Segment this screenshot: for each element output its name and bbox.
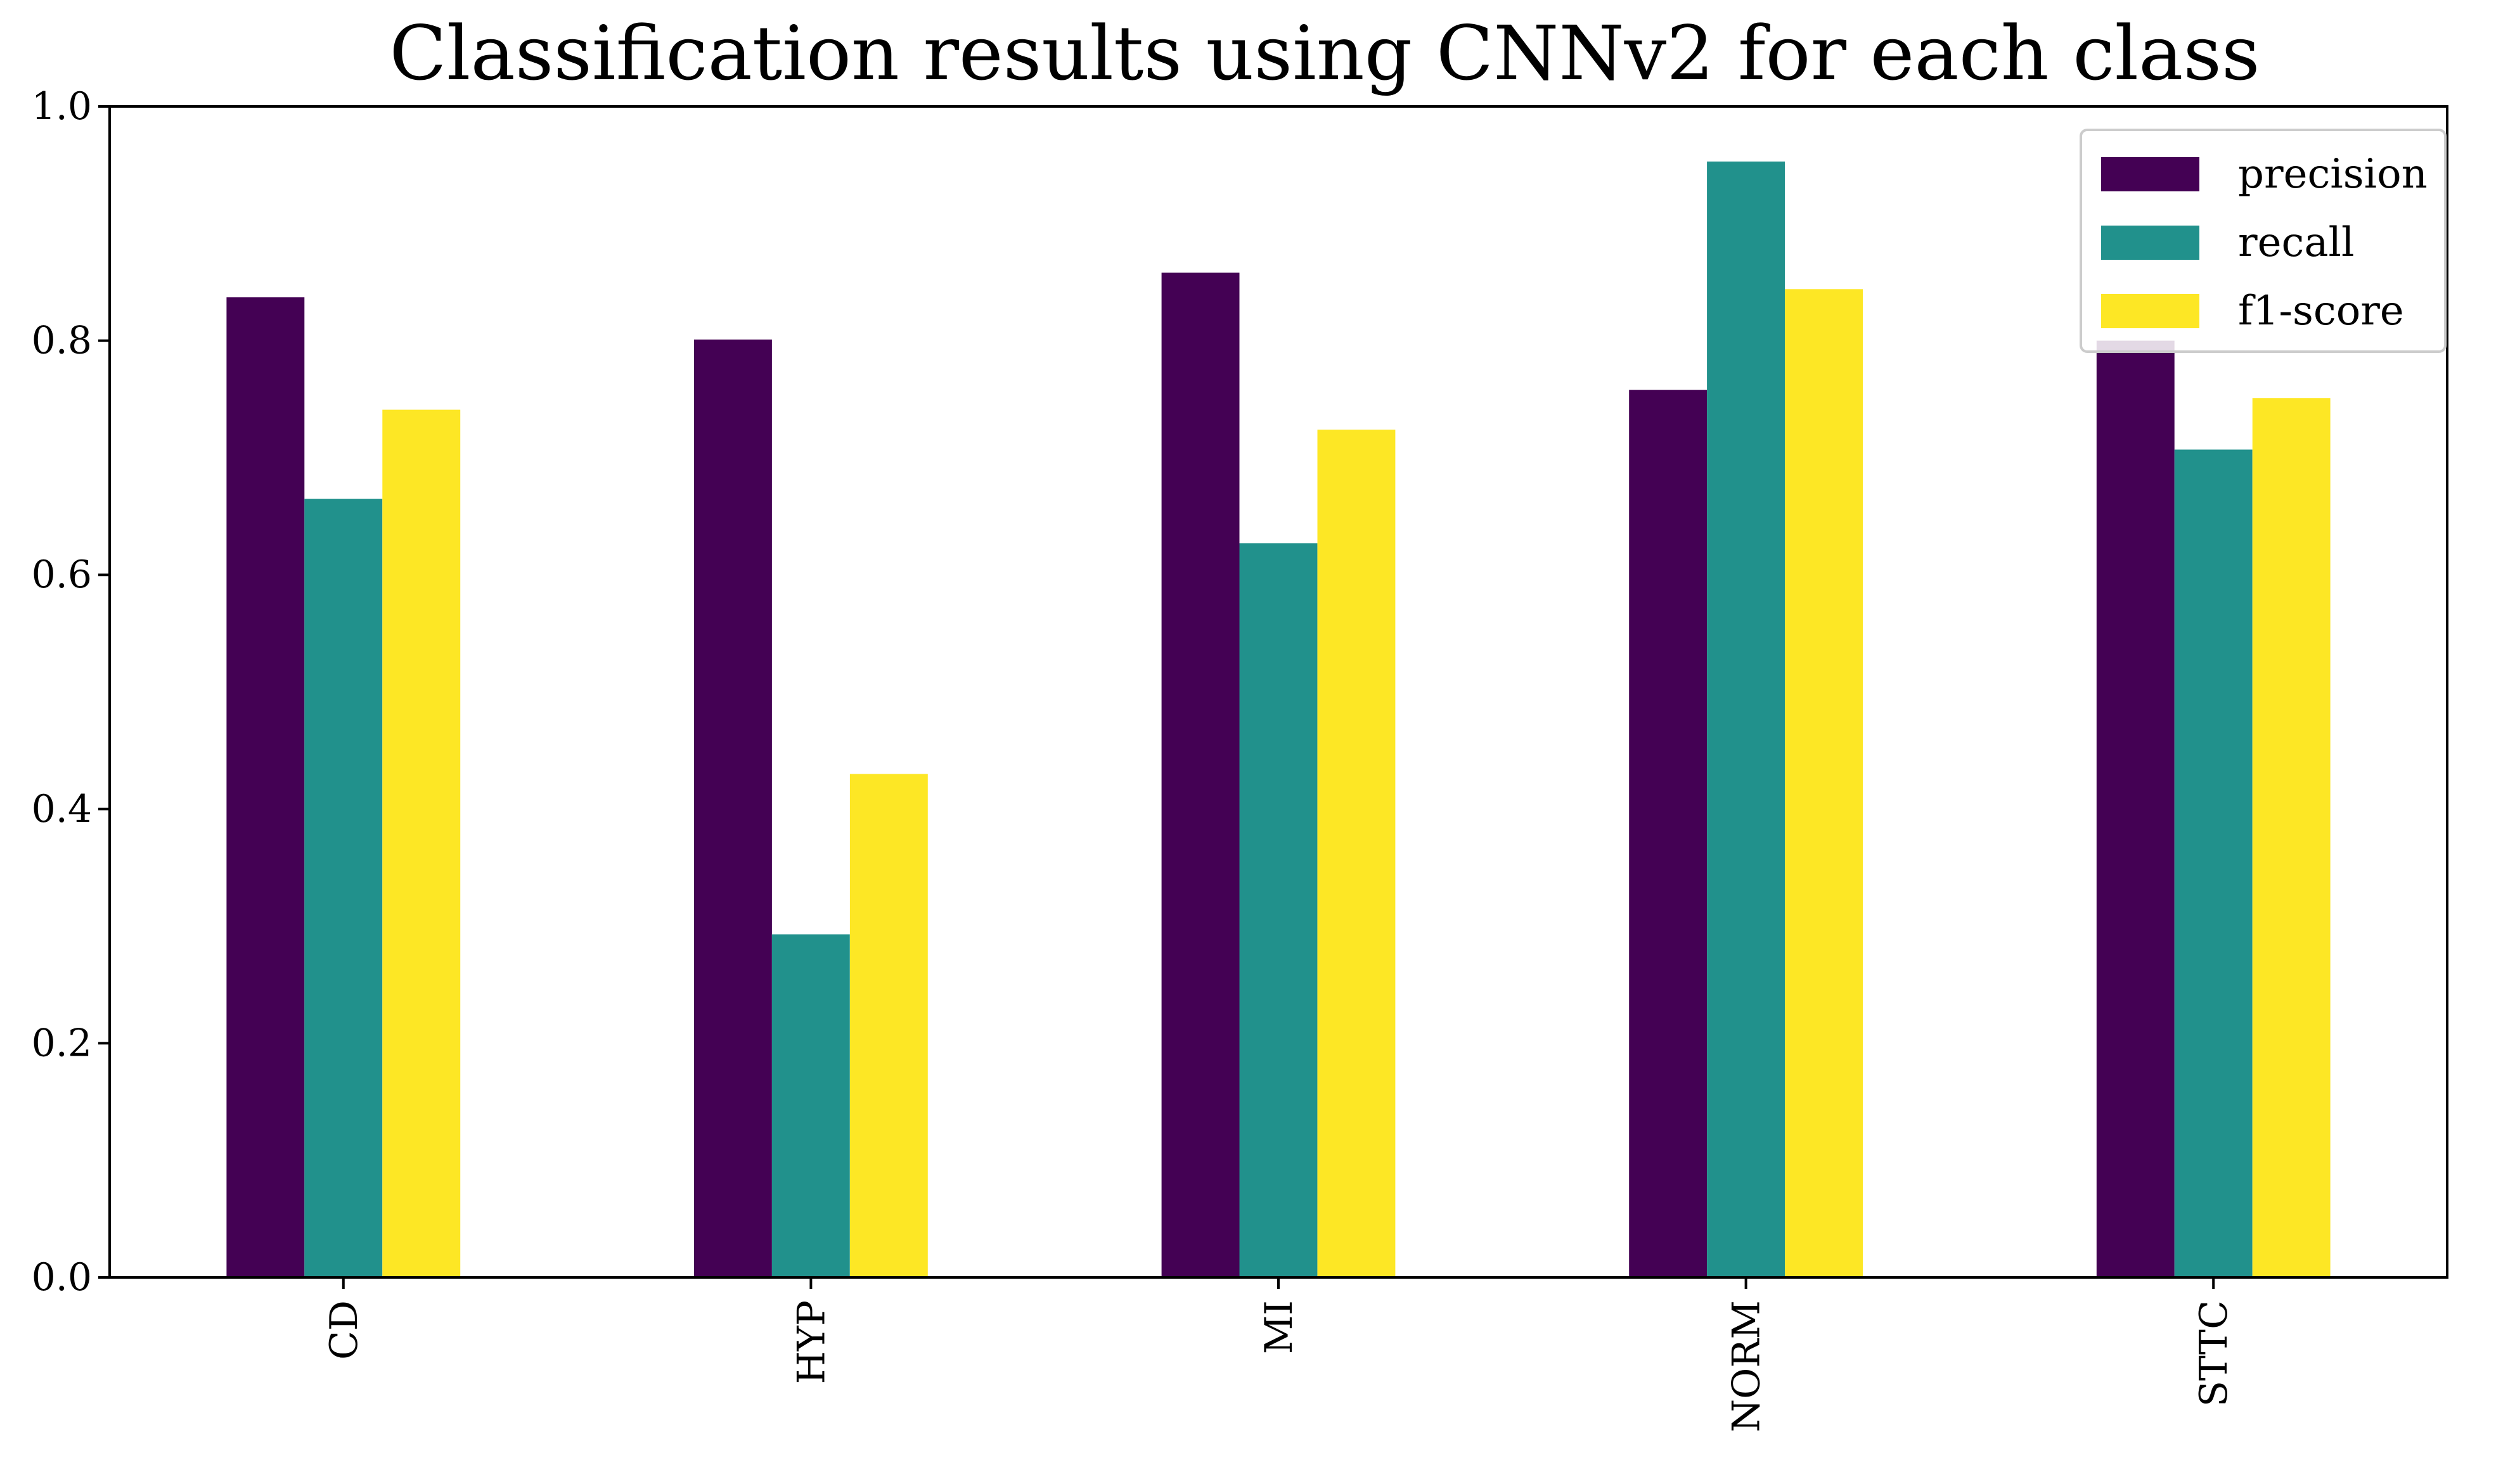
legend-label-precision: precision: [2238, 151, 2428, 198]
bar-norm-recall: [1707, 161, 1785, 1277]
bar-cd-f1-score: [382, 409, 461, 1277]
legend-label-f1-score: f1-score: [2238, 288, 2404, 335]
bar-norm-f1-score: [1785, 289, 1863, 1277]
chart-title: Classification results using CNNv2 for e…: [389, 10, 2260, 97]
legend-swatch-recall: [2101, 226, 2199, 260]
bars-layer: [226, 161, 2331, 1278]
x-tick-label-mi: MI: [1257, 1300, 1301, 1354]
bar-cd-precision: [226, 297, 305, 1278]
bar-mi-f1-score: [1317, 430, 1396, 1277]
y-tick-label: 0.6: [32, 553, 92, 597]
bar-hyp-precision: [694, 339, 772, 1277]
legend: precision recall f1-score: [2080, 129, 2447, 353]
legend-swatch-f1-score: [2101, 294, 2199, 328]
y-tick-label: 0.0: [32, 1255, 92, 1300]
axes-layer: 0.0 0.2 0.4 0.6 0.8 1.0 CD HYP MI NORM STTC: [32, 84, 2448, 1432]
y-tick-label: 1.0: [32, 84, 92, 129]
bar-sttc-f1-score: [2252, 398, 2331, 1278]
bar-cd-recall: [304, 499, 383, 1277]
legend-label-recall: recall: [2238, 219, 2354, 266]
x-tick-label-cd: CD: [322, 1300, 366, 1360]
x-tick-label-norm: NORM: [1725, 1300, 1769, 1432]
bar-mi-precision: [1161, 272, 1240, 1277]
y-tick-label: 0.4: [32, 787, 92, 831]
bar-hyp-f1-score: [849, 774, 928, 1277]
x-tick-label-sttc: STTC: [2192, 1300, 2236, 1407]
legend-swatch-precision: [2101, 157, 2199, 191]
bar-hyp-recall: [771, 934, 850, 1277]
y-tick-label: 0.2: [32, 1021, 92, 1065]
y-tick-label: 0.8: [32, 319, 92, 363]
bar-sttc-precision: [2096, 340, 2175, 1277]
bar-mi-recall: [1239, 543, 1318, 1277]
x-tick-label-hyp: HYP: [789, 1300, 833, 1384]
bar-sttc-recall: [2174, 449, 2253, 1277]
bar-norm-precision: [1629, 390, 1708, 1278]
